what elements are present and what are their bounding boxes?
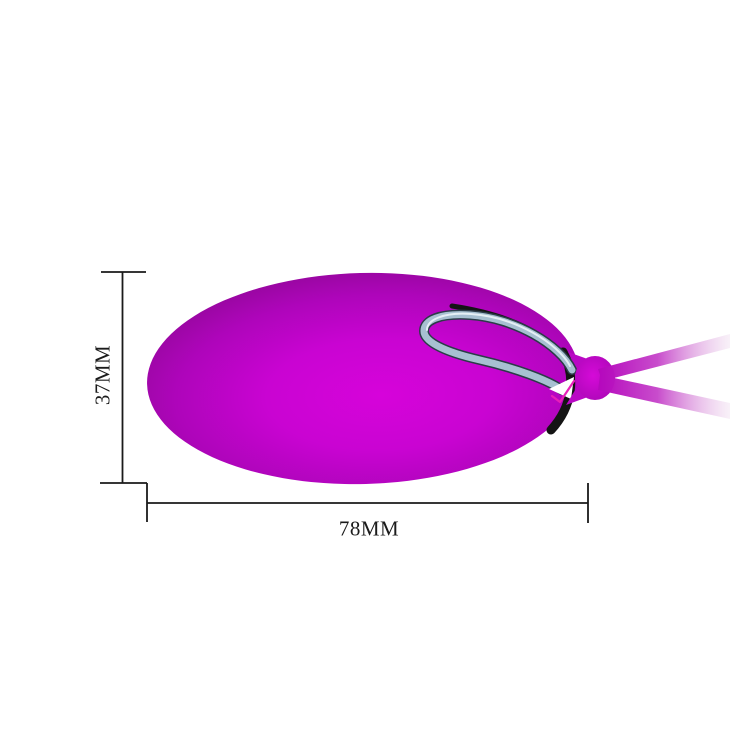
knob-spike-top (568, 352, 596, 370)
dimension-lines (100, 271, 589, 523)
width-dimension-label: 78MM (338, 516, 400, 541)
egg-body (147, 272, 579, 485)
cord-upper (598, 334, 730, 381)
loop-notch-accent (550, 379, 576, 404)
cord-lower (598, 375, 730, 419)
height-dimension-label: 37MM (90, 344, 115, 406)
retrieval-loop-band (420, 311, 576, 394)
retrieval-loop-highlight (426, 312, 571, 367)
loop-notch (549, 377, 574, 399)
